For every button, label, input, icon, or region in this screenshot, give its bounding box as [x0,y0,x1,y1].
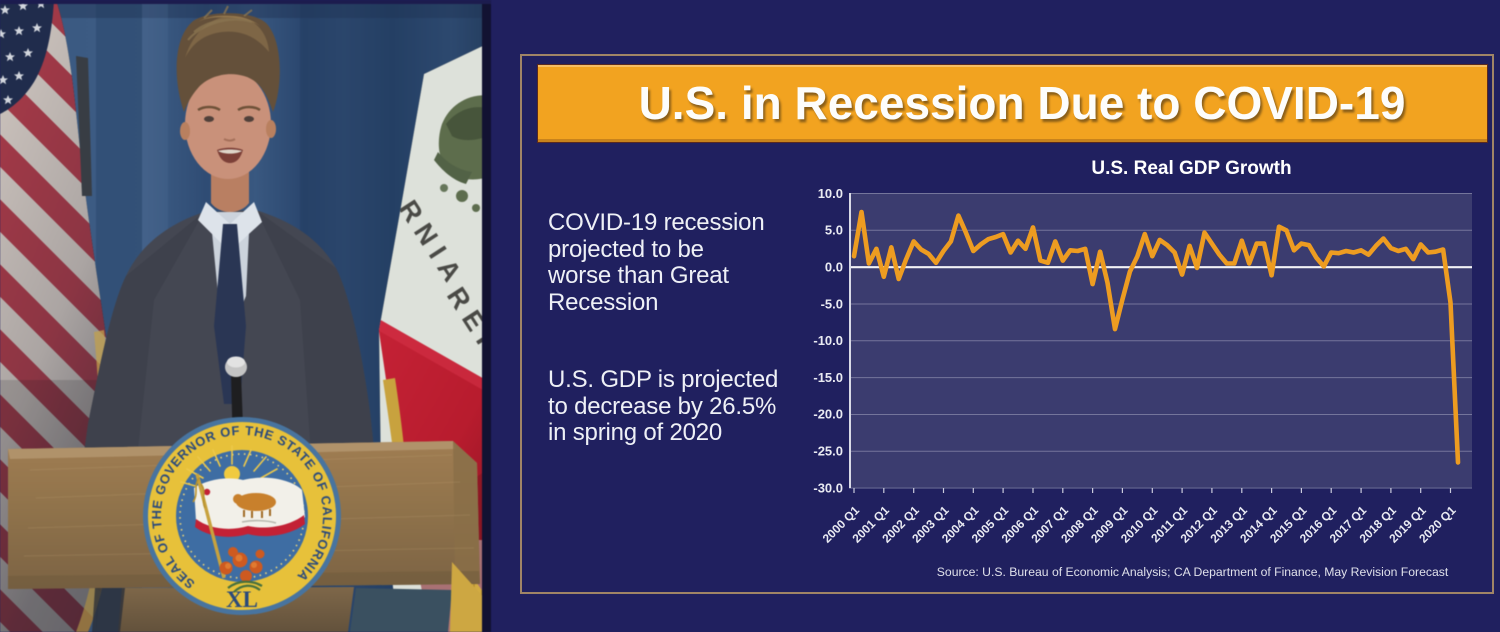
svg-text:XL: XL [226,587,258,612]
svg-text:-20.0: -20.0 [813,407,843,422]
svg-text:10.0: 10.0 [818,186,843,201]
svg-text:-25.0: -25.0 [813,444,843,459]
svg-text:-5.0: -5.0 [821,296,843,311]
svg-text:-15.0: -15.0 [813,370,843,385]
svg-text:5.0: 5.0 [825,223,843,238]
svg-text:0.0: 0.0 [825,259,843,274]
svg-text:-10.0: -10.0 [813,333,843,348]
svg-text:-30.0: -30.0 [813,480,843,495]
